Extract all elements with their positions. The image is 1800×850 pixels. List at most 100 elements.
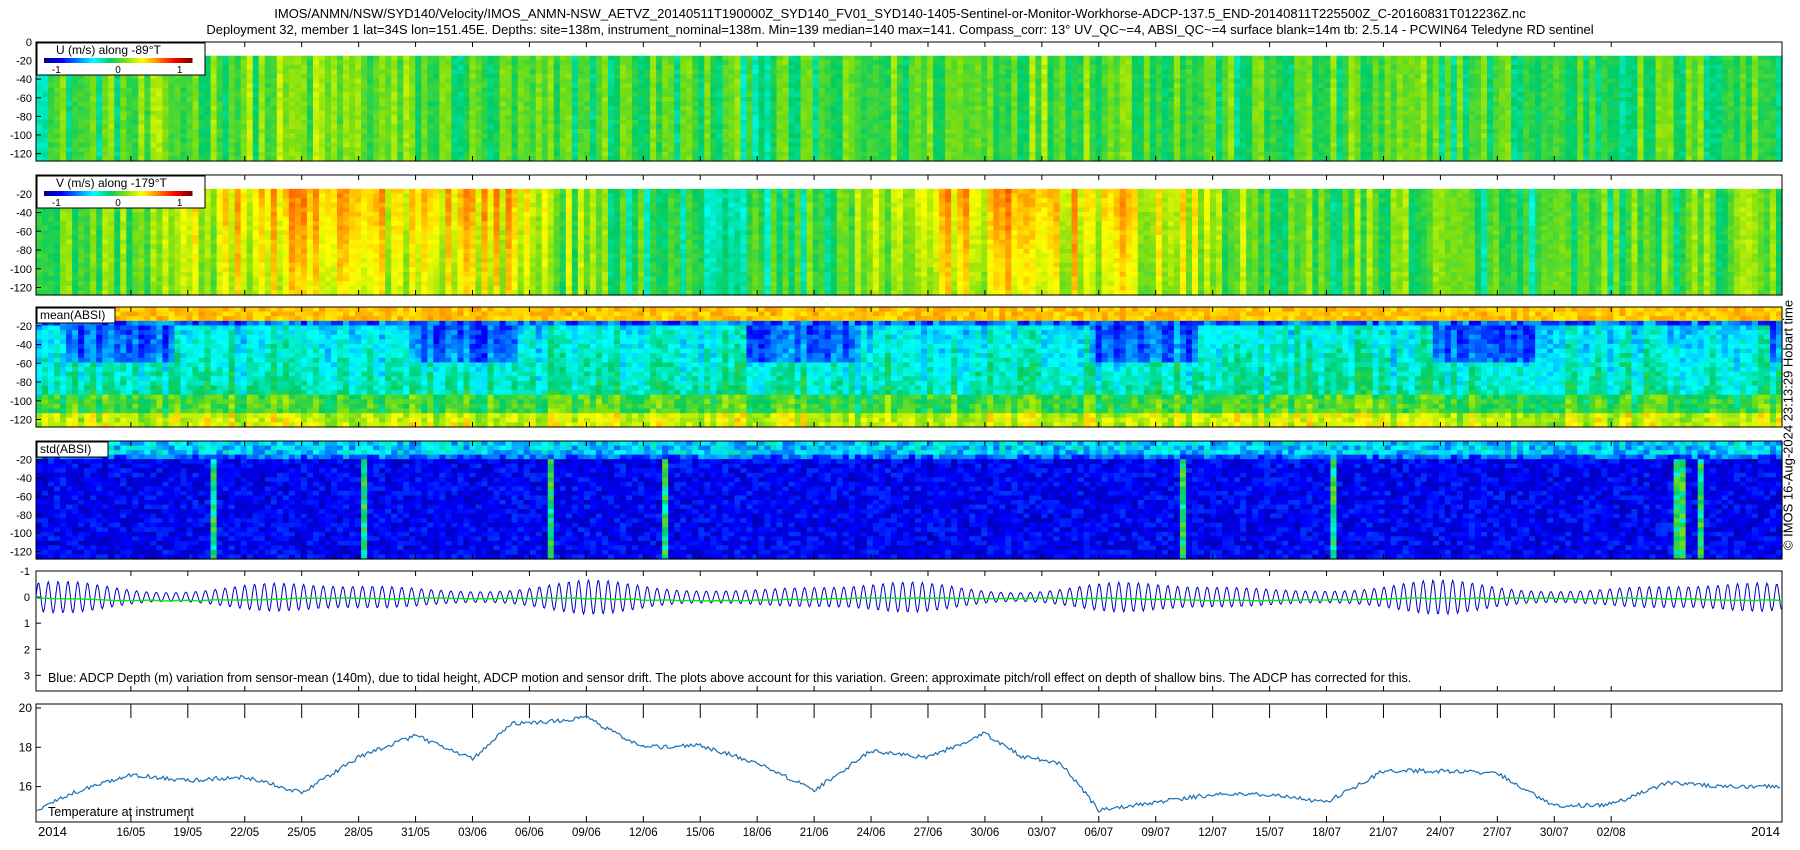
heatmap-cell — [60, 147, 67, 153]
heatmap-cell — [523, 119, 531, 125]
heatmap-cell — [318, 101, 326, 107]
heatmap-cell — [318, 83, 326, 89]
heatmap-cell — [1276, 119, 1283, 125]
heatmap-cell — [836, 115, 844, 121]
heatmap-cell — [921, 119, 928, 125]
heatmap-cell — [896, 101, 904, 107]
heatmap-cell — [427, 78, 434, 84]
heatmap-cell — [776, 156, 784, 162]
heatmap-cell — [595, 138, 603, 144]
heatmap-cell — [890, 147, 898, 153]
heatmap-cell — [981, 74, 988, 80]
heatmap-cell — [90, 96, 97, 103]
heatmap-cell — [650, 156, 657, 162]
heatmap-cell — [391, 151, 398, 158]
heatmap-cell — [343, 101, 350, 107]
heatmap-cell — [132, 138, 139, 144]
heatmap-cell — [529, 151, 537, 158]
heatmap-cell — [939, 115, 946, 121]
heatmap-cell — [1173, 151, 1181, 158]
heatmap-cell — [812, 83, 820, 89]
heatmap-cell — [228, 128, 236, 135]
heatmap-cell — [969, 64, 976, 71]
heatmap-cell — [222, 74, 230, 80]
heatmap-cell — [114, 83, 121, 89]
heatmap-cell — [318, 115, 326, 121]
heatmap-cell — [1306, 96, 1313, 103]
heatmap-cell — [361, 78, 368, 84]
heatmap-cell — [794, 92, 802, 98]
heatmap-cell — [144, 74, 151, 80]
heatmap-cell — [487, 115, 495, 121]
heatmap-cell — [156, 96, 164, 103]
heatmap-cell — [800, 151, 808, 158]
heatmap-cell — [168, 78, 176, 84]
heatmap-cell — [1173, 83, 1181, 89]
heatmap-cell — [535, 147, 543, 153]
heatmap-cell — [848, 128, 856, 135]
heatmap-cell — [1179, 96, 1187, 103]
heatmap-cell — [48, 78, 55, 84]
heatmap-cell — [270, 64, 278, 71]
heatmap-cell — [692, 101, 699, 107]
heatmap-cell — [782, 124, 790, 130]
heatmap-cell — [1294, 69, 1301, 75]
heatmap-cell — [168, 133, 176, 139]
heatmap-cell — [1300, 124, 1307, 130]
heatmap-cell — [1053, 87, 1061, 93]
heatmap-cell — [433, 96, 440, 103]
heatmap-cell — [337, 128, 344, 135]
heatmap-cell — [1300, 55, 1307, 61]
heatmap-cell — [547, 101, 555, 107]
heatmap-cell — [1011, 74, 1018, 80]
heatmap-cell — [927, 115, 934, 121]
heatmap-cell — [1204, 92, 1211, 98]
heatmap-cell — [126, 83, 133, 89]
heatmap-cell — [848, 124, 856, 130]
heatmap-cell — [367, 128, 374, 135]
heatmap-cell — [758, 69, 766, 75]
heatmap-cell — [927, 156, 934, 162]
heatmap-cell — [180, 119, 188, 125]
heatmap-cell — [1005, 142, 1012, 148]
heatmap-cell — [1240, 124, 1247, 130]
heatmap-cell — [1252, 55, 1259, 61]
heatmap-cell — [812, 64, 820, 71]
heatmap-cell — [1306, 83, 1313, 89]
heatmap-cell — [921, 147, 928, 153]
heatmap-cell — [571, 74, 579, 80]
heatmap-cell — [571, 115, 579, 121]
heatmap-cell — [902, 128, 910, 135]
heatmap-cell — [1053, 101, 1061, 107]
heatmap-cell — [294, 119, 302, 125]
heatmap-cell — [686, 110, 693, 116]
heatmap-cell — [1125, 151, 1133, 158]
heatmap-cell — [535, 115, 543, 121]
heatmap-cell — [638, 151, 645, 158]
heatmap-cell — [782, 147, 790, 153]
heatmap-cell — [1282, 64, 1289, 71]
heatmap-cell — [1324, 110, 1332, 116]
heatmap-cell — [258, 60, 266, 66]
heatmap-cell — [541, 101, 549, 107]
heatmap-cell — [54, 101, 61, 107]
heatmap-cell — [824, 106, 832, 112]
heatmap-cell — [1264, 128, 1271, 135]
heatmap-cell — [613, 124, 621, 130]
heatmap-cell — [764, 87, 772, 93]
heatmap-cell — [1167, 147, 1175, 153]
heatmap-cell — [776, 106, 784, 112]
heatmap-cell — [511, 83, 519, 89]
heatmap-cell — [734, 133, 742, 139]
heatmap-cell — [1095, 64, 1103, 71]
heatmap-cell — [54, 128, 61, 135]
heatmap-cell — [1095, 133, 1103, 139]
heatmap-cell — [1173, 87, 1181, 93]
heatmap-cell — [264, 128, 272, 135]
heatmap-cell — [475, 124, 483, 130]
heatmap-cell — [1191, 87, 1199, 93]
heatmap-cell — [836, 64, 844, 71]
heatmap-cell — [945, 92, 952, 98]
heatmap-cell — [306, 78, 314, 84]
heatmap-cell — [451, 92, 459, 98]
